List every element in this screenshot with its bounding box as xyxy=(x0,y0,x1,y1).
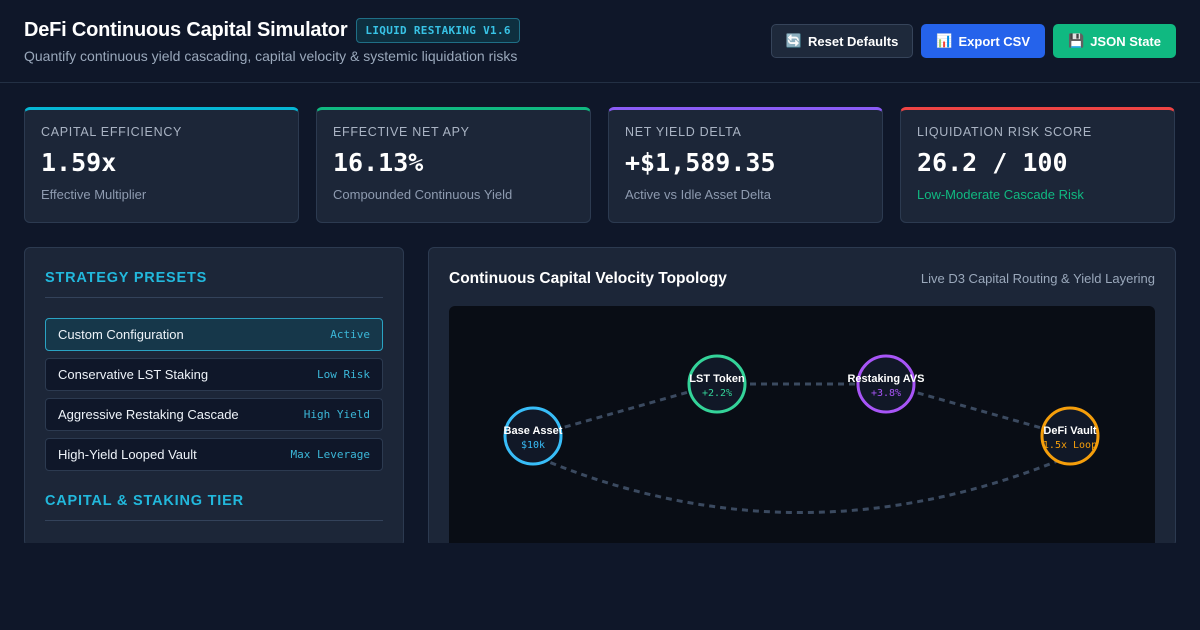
node-label: DeFi Vault xyxy=(1043,425,1097,437)
topology-graph: Base Asset $10k LST Token +2.2% Restaking AV… xyxy=(503,354,1100,514)
stat-subtext: Compounded Continuous Yield xyxy=(333,187,513,202)
floppy-disk-icon: 💾 xyxy=(1068,33,1085,48)
node-label: Restaking AVS xyxy=(847,373,924,385)
preset-name: Conservative LST Staking xyxy=(58,367,209,382)
app-title: DeFi Continuous Capital Simulator xyxy=(24,19,348,41)
node-circle xyxy=(687,354,747,414)
export-csv-label: Export CSV xyxy=(958,33,1030,49)
node-circle xyxy=(503,406,563,466)
stat-card-net-apy: EFFECTIVE NET APY 16.13% Compounded Cont… xyxy=(316,107,591,223)
stats-row: CAPITAL EFFICIENCY 1.59x Effective Multi… xyxy=(24,107,1176,223)
node-circle xyxy=(856,354,916,414)
reset-defaults-button[interactable]: 🔄 Reset Defaults xyxy=(770,24,914,58)
stat-label: EFFECTIVE NET APY xyxy=(333,125,470,139)
version-badge: LIQUID RESTAKING V1.6 xyxy=(356,18,520,43)
stat-value: +$1,589.35 xyxy=(625,148,776,177)
stat-subtext: Active vs Idle Asset Delta xyxy=(625,187,771,202)
topology-subtitle: Live D3 Capital Routing & Yield Layering xyxy=(920,271,1155,286)
controls-panel: STRATEGY PRESETS Custom Configuration Ac… xyxy=(24,247,404,547)
title-row: DeFi Continuous Capital Simulator LIQUID… xyxy=(24,18,520,43)
preset-aggressive-restaking[interactable]: Aggressive Restaking Cascade High Yield xyxy=(45,398,383,431)
strategy-presets-heading: STRATEGY PRESETS xyxy=(45,270,383,298)
node-value: +2.2% xyxy=(702,388,732,399)
app-subtitle: Quantify continuous yield cascading, cap… xyxy=(24,48,518,64)
topology-canvas[interactable]: Base Asset $10k LST Token +2.2% Restaking AV… xyxy=(449,306,1155,546)
flow-link xyxy=(532,382,718,438)
json-state-button[interactable]: 💾 JSON State xyxy=(1053,24,1176,58)
flow-link xyxy=(548,458,1061,514)
header-actions: 🔄 Reset Defaults 📊 Export CSV 💾 JSON Sta… xyxy=(770,24,1176,58)
node-label: Base Asset xyxy=(504,425,563,437)
bar-chart-icon: 📊 xyxy=(936,33,953,48)
topology-node-base[interactable]: Base Asset $10k xyxy=(503,406,563,466)
preset-name: High-Yield Looped Vault xyxy=(58,447,197,462)
node-value: $10k xyxy=(521,440,545,451)
preset-name: Aggressive Restaking Cascade xyxy=(58,407,239,422)
preset-conservative-lst[interactable]: Conservative LST Staking Low Risk xyxy=(45,358,383,391)
preset-name: Custom Configuration xyxy=(58,327,184,342)
capital-tier-heading: CAPITAL & STAKING TIER xyxy=(45,493,383,521)
topology-node-vault[interactable]: DeFi Vault 1.5x Loop xyxy=(1040,406,1100,466)
topology-node-lst[interactable]: LST Token +2.2% xyxy=(687,354,747,414)
app-header: DeFi Continuous Capital Simulator LIQUID… xyxy=(0,0,1200,83)
node-label: LST Token xyxy=(689,373,745,385)
reset-defaults-label: Reset Defaults xyxy=(807,33,899,49)
stat-value: 16.13% xyxy=(333,148,424,177)
stat-card-liquidation-risk: LIQUIDATION RISK SCORE 26.2 / 100 Low-Mo… xyxy=(900,107,1175,223)
stat-subtext: Effective Multiplier xyxy=(41,187,147,202)
stat-subtext: Low-Moderate Cascade Risk xyxy=(917,187,1084,202)
export-csv-button[interactable]: 📊 Export CSV xyxy=(921,24,1045,58)
stat-value: 26.2 / 100 xyxy=(917,148,1068,177)
stat-card-capital-efficiency: CAPITAL EFFICIENCY 1.59x Effective Multi… xyxy=(24,107,299,223)
stat-label: NET YIELD DELTA xyxy=(625,125,742,139)
node-value: +3.8% xyxy=(871,388,901,399)
topology-title: Continuous Capital Velocity Topology xyxy=(449,270,727,287)
preset-list: Custom Configuration Active Conservative… xyxy=(45,318,383,471)
stat-value: 1.59x xyxy=(41,148,117,177)
preset-tag: Low Risk xyxy=(317,368,370,381)
preset-tag: Active xyxy=(330,328,370,341)
preset-tag: High Yield xyxy=(303,408,370,421)
topology-panel: Continuous Capital Velocity Topology Liv… xyxy=(428,247,1176,547)
preset-tag: Max Leverage xyxy=(290,448,370,461)
stat-card-yield-delta: NET YIELD DELTA +$1,589.35 Active vs Idl… xyxy=(608,107,883,223)
page-background xyxy=(0,543,1200,630)
node-value: 1.5x Loop xyxy=(1043,440,1097,451)
topology-node-avs[interactable]: Restaking AVS +3.8% xyxy=(847,354,925,414)
json-state-label: JSON State xyxy=(1090,33,1161,49)
preset-high-yield-looped[interactable]: High-Yield Looped Vault Max Leverage xyxy=(45,438,383,471)
refresh-icon: 🔄 xyxy=(785,33,802,48)
flow-link xyxy=(885,382,1071,438)
stat-label: LIQUIDATION RISK SCORE xyxy=(917,125,1092,139)
preset-custom-configuration[interactable]: Custom Configuration Active xyxy=(45,318,383,351)
stat-label: CAPITAL EFFICIENCY xyxy=(41,125,183,139)
node-circle xyxy=(1040,406,1100,466)
